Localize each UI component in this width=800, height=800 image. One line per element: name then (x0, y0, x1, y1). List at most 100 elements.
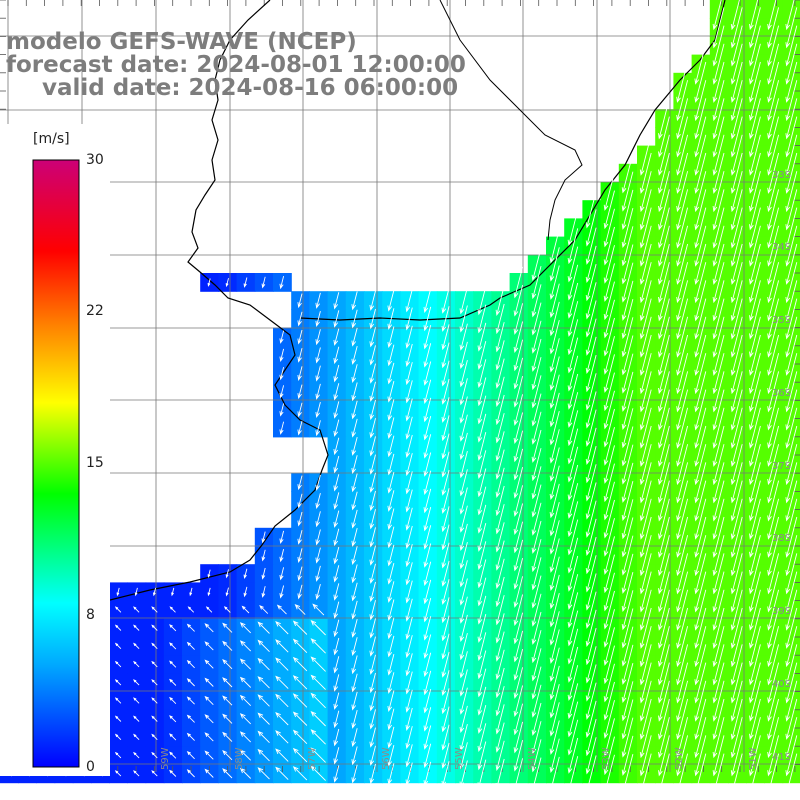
wind-arrow (603, 645, 615, 685)
wind-arrow (114, 770, 122, 777)
wind-arrow (749, 0, 759, 31)
wind-arrow (639, 316, 652, 358)
wind-arrow (333, 565, 340, 583)
wind-arrow (531, 557, 542, 591)
wind-arrow (531, 575, 542, 609)
wind-arrow (405, 598, 413, 622)
wind-arrow (767, 444, 780, 486)
wind-arrow (204, 623, 214, 633)
wind-arrow (712, 298, 725, 340)
wind-arrow (585, 700, 597, 739)
wind-arrow (749, 407, 761, 449)
wind-arrow (676, 735, 689, 777)
wind-arrow (621, 662, 634, 704)
wind-arrow (712, 25, 725, 67)
wind-arrow (297, 475, 303, 491)
wind-arrow (549, 592, 560, 628)
wind-arrow (730, 116, 743, 158)
wind-arrow (585, 300, 597, 338)
wind-arrow (749, 225, 761, 267)
longitude-label: 53W (601, 747, 612, 770)
wind-arrow (785, 462, 798, 504)
wind-arrow (239, 640, 252, 652)
wind-arrow (694, 171, 707, 213)
wind-arrow (767, 152, 780, 194)
wind-arrow (297, 420, 303, 436)
wind-arrow (133, 751, 140, 759)
wind-arrow (767, 535, 780, 577)
wind-arrow (749, 535, 761, 577)
wind-arrow (712, 207, 725, 249)
wind-arrow (730, 7, 743, 49)
wind-arrow (621, 207, 634, 249)
wind-arrow (767, 262, 780, 304)
wind-arrow (459, 687, 468, 715)
longitude-label: 55W (454, 747, 465, 770)
wind-arrow (333, 546, 340, 565)
wind-arrow (186, 714, 195, 723)
wind-arrow (369, 327, 376, 348)
wind-arrow (495, 758, 505, 790)
wind-arrow (767, 571, 780, 613)
wind-arrow (531, 666, 542, 700)
wind-arrow (459, 487, 468, 515)
wind-arrow (767, 662, 780, 704)
wind-arrow (639, 571, 652, 613)
wind-arrow (694, 134, 707, 176)
wind-arrow (292, 656, 308, 672)
wind-arrow (621, 626, 634, 667)
wind-arrow (351, 709, 358, 729)
wind-arrow (567, 246, 579, 283)
wind-arrow (694, 753, 707, 795)
wind-arrow (351, 764, 358, 784)
wind-arrow (369, 691, 376, 712)
wind-arrow (676, 262, 689, 304)
wind-arrow (676, 80, 689, 122)
wind-arrow (513, 303, 524, 335)
wind-arrow (712, 498, 725, 540)
wind-arrow (292, 675, 308, 690)
wind-arrow (207, 587, 211, 597)
wind-arrow (730, 262, 743, 304)
wind-arrow (423, 379, 432, 404)
wind-arrow (549, 574, 560, 610)
wind-arrow (387, 380, 395, 403)
wind-arrow (658, 444, 670, 486)
wind-arrow (310, 729, 326, 745)
wind-arrow (405, 653, 413, 677)
wind-arrow (369, 345, 376, 366)
wind-arrow (767, 298, 780, 340)
wind-arrow (351, 291, 358, 311)
wind-arrow (186, 750, 195, 760)
wind-arrow (369, 527, 376, 548)
wind-arrow (459, 614, 468, 642)
wind-arrow (549, 520, 560, 555)
wind-arrow (477, 340, 487, 370)
wind-arrow (676, 698, 689, 740)
wind-arrow (169, 733, 177, 741)
wind-arrow (767, 116, 780, 158)
wind-arrow (297, 329, 303, 345)
wind-arrow (423, 361, 432, 386)
wind-arrow (785, 134, 798, 176)
wind-arrow (658, 389, 670, 431)
wind-arrow (495, 558, 505, 589)
wind-arrow (441, 761, 450, 787)
wind-arrow (351, 309, 358, 329)
wind-arrow (767, 589, 780, 631)
wind-arrow (333, 510, 340, 528)
wind-arrow (441, 742, 450, 769)
wind-arrow (261, 567, 266, 580)
wind-arrow (749, 553, 761, 595)
wind-arrow (639, 225, 652, 267)
wind-arrow (222, 731, 233, 742)
wind-arrow (658, 371, 670, 413)
wind-arrow (585, 591, 597, 629)
wind-arrow (730, 553, 743, 595)
wind-arrow (712, 0, 722, 31)
wind-arrow (310, 619, 326, 636)
wind-arrow (495, 303, 505, 335)
wind-arrow (387, 399, 395, 421)
wind-arrow (423, 506, 432, 532)
